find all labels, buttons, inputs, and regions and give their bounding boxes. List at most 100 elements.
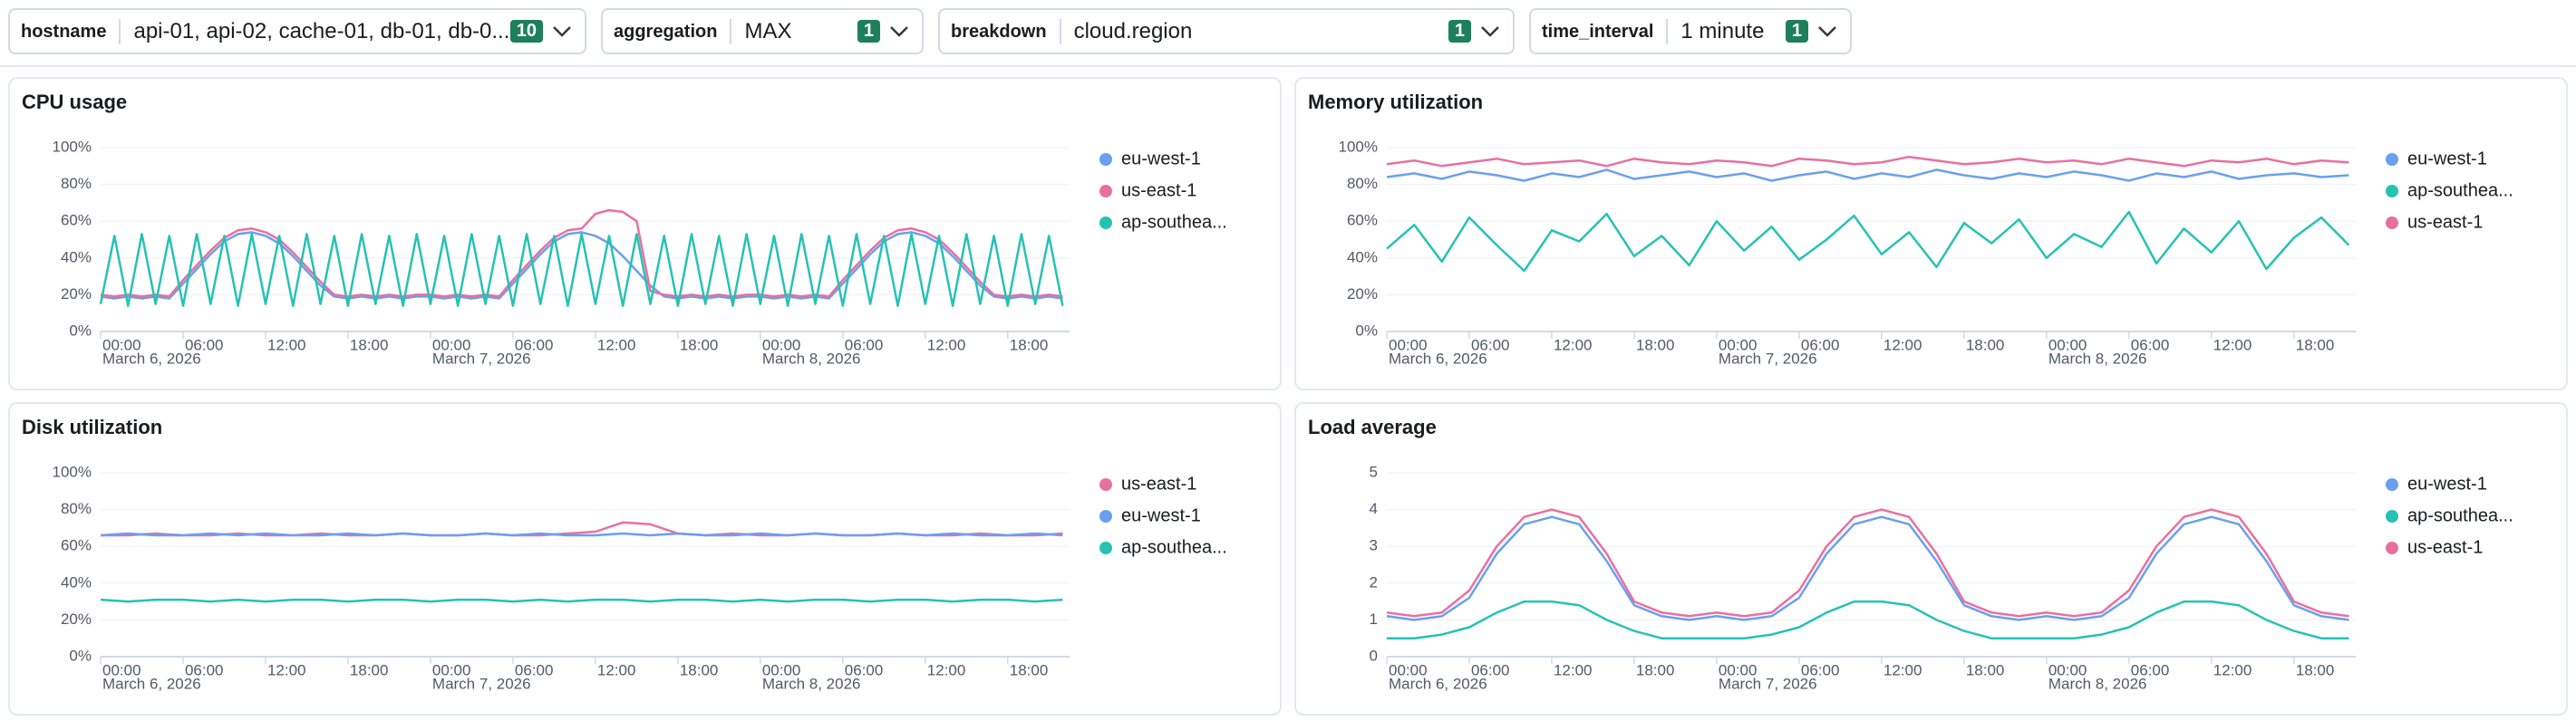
y-tick-label: 60% — [61, 537, 92, 554]
y-tick-label: 0% — [69, 647, 92, 664]
filter-control[interactable]: time_interval 1 minute 1 — [1529, 8, 1852, 54]
x-tick-label: 12:00 — [927, 661, 966, 678]
x-tick-label: 00:00 — [2048, 336, 2087, 353]
filter-value: MAX — [744, 18, 792, 43]
x-tick-label: 00:00 — [1389, 336, 1428, 353]
chart-panel: Memory utilization 0% 20% 40% 60% 80% 100% 00:0… — [1294, 77, 2568, 390]
y-tick-label: 60% — [61, 212, 92, 229]
y-tick-label: 4 — [1370, 500, 1378, 517]
legend-label: eu-west-1 — [1121, 505, 1201, 525]
x-tick-label: 18:00 — [680, 336, 719, 353]
filter-label: aggregation — [603, 18, 732, 44]
series-line — [99, 233, 1064, 307]
filter-control[interactable]: aggregation MAX 1 — [601, 8, 924, 54]
legend-swatch — [1099, 478, 1112, 491]
x-date-label: March 8, 2026 — [2048, 675, 2147, 692]
x-tick-label: 00:00 — [432, 661, 471, 678]
filter-count: 10 — [509, 20, 543, 43]
filter-control[interactable]: breakdown cloud.region 1 — [938, 8, 1515, 54]
x-tick-label: 12:00 — [1884, 336, 1922, 353]
chevron — [1481, 25, 1499, 37]
series-line — [1386, 210, 2350, 273]
y-tick-label: 40% — [61, 248, 92, 265]
legend-swatch — [1099, 542, 1112, 554]
legend-label: us-east-1 — [1121, 474, 1196, 494]
y-tick-label: 80% — [61, 500, 92, 517]
series-line — [100, 208, 1063, 298]
x-date-label: March 7, 2026 — [1719, 350, 1817, 367]
legend-label: ap-southea... — [1121, 537, 1227, 557]
y-tick-label: 80% — [1347, 175, 1378, 192]
y-tick-label: 1 — [1370, 610, 1378, 628]
x-tick-label: 06:00 — [515, 336, 554, 353]
x-date-label: March 6, 2026 — [102, 675, 201, 692]
legend-swatch — [2386, 216, 2398, 229]
x-tick-label: 18:00 — [1966, 336, 2005, 353]
x-date-label: March 8, 2026 — [762, 350, 861, 367]
x-date-label: March 7, 2026 — [432, 675, 531, 692]
legend-label: us-east-1 — [2407, 537, 2483, 557]
chart: Disk utilization 0% 20% 40% 60% 80% 100% 00:00 0… — [22, 416, 1227, 693]
x-tick-label: 12:00 — [2213, 661, 2252, 678]
y-tick-label: 0 — [1370, 647, 1378, 664]
filter-label: breakdown — [940, 18, 1061, 44]
y-tick-label: 100% — [53, 138, 92, 155]
x-tick-label: 06:00 — [1471, 661, 1510, 678]
x-tick-label: 12:00 — [267, 661, 306, 678]
series-line — [1386, 508, 2349, 618]
chart-title: Memory utilization — [1308, 91, 1483, 113]
legend-label: eu-west-1 — [2407, 149, 2487, 168]
y-tick-label: 40% — [61, 573, 92, 591]
x-tick-label: 18:00 — [1636, 336, 1675, 353]
series-line — [1386, 155, 2349, 168]
chart: CPU usage 0% 20% 40% 60% 80% 100% 00:00 06:00 12:… — [22, 91, 1227, 368]
filter-value: api-01, api-02, cache-01, db-01, db-0... — [133, 18, 510, 43]
y-tick-label: 3 — [1370, 537, 1378, 554]
legend-swatch — [2386, 153, 2398, 166]
filter-count: 1 — [1785, 20, 1808, 43]
y-tick-label: 0% — [69, 322, 92, 339]
y-tick-label: 5 — [1370, 463, 1378, 480]
legend-label: ap-southea... — [1121, 212, 1227, 232]
y-tick-label: 20% — [1347, 285, 1378, 303]
chart-title: Load average — [1308, 416, 1437, 438]
x-tick-label: 18:00 — [1966, 661, 2005, 678]
series-line — [101, 521, 1063, 537]
x-tick-label: 12:00 — [267, 336, 306, 353]
series-line — [100, 532, 1063, 537]
legend-label: us-east-1 — [1121, 180, 1196, 200]
x-tick-label: 18:00 — [1010, 336, 1049, 353]
x-tick-label: 12:00 — [597, 661, 636, 678]
x-tick-label: 00:00 — [1719, 336, 1758, 353]
x-tick-label: 00:00 — [2048, 661, 2087, 678]
chevron — [1818, 25, 1836, 37]
legend-label: eu-west-1 — [2407, 474, 2487, 494]
chart-title: Disk utilization — [22, 416, 162, 438]
x-tick-label: 18:00 — [1636, 661, 1675, 678]
filter-bar: hostname api-01, api-02, cache-01, db-01… — [0, 0, 2576, 67]
y-tick-label: 20% — [61, 285, 92, 303]
x-tick-label: 06:00 — [845, 661, 884, 678]
x-tick-label: 06:00 — [845, 336, 884, 353]
filter-control[interactable]: hostname api-01, api-02, cache-01, db-01… — [8, 8, 586, 54]
filter-label: hostname — [10, 18, 121, 44]
x-tick-label: 18:00 — [1010, 661, 1049, 678]
legend-swatch — [1099, 510, 1112, 523]
x-tick-label: 06:00 — [2131, 661, 2170, 678]
x-tick-label: 00:00 — [432, 336, 471, 353]
chart: Memory utilization 0% 20% 40% 60% 80% 100% 00:0… — [1308, 91, 2513, 368]
x-tick-label: 06:00 — [515, 661, 554, 678]
filter-count: 1 — [857, 20, 880, 43]
chevron — [553, 25, 571, 37]
series-line — [1386, 168, 2349, 182]
x-date-label: March 8, 2026 — [2048, 350, 2147, 367]
x-tick-label: 00:00 — [762, 336, 801, 353]
legend-swatch — [1099, 185, 1112, 197]
x-tick-label: 12:00 — [927, 336, 966, 353]
chart-panel: Disk utilization 0% 20% 40% 60% 80% 100% 00:00 0… — [8, 402, 1282, 716]
legend-swatch — [2386, 542, 2398, 554]
x-tick-label: 00:00 — [762, 661, 801, 678]
x-date-label: March 6, 2026 — [1389, 675, 1487, 692]
series-line — [100, 598, 1063, 603]
